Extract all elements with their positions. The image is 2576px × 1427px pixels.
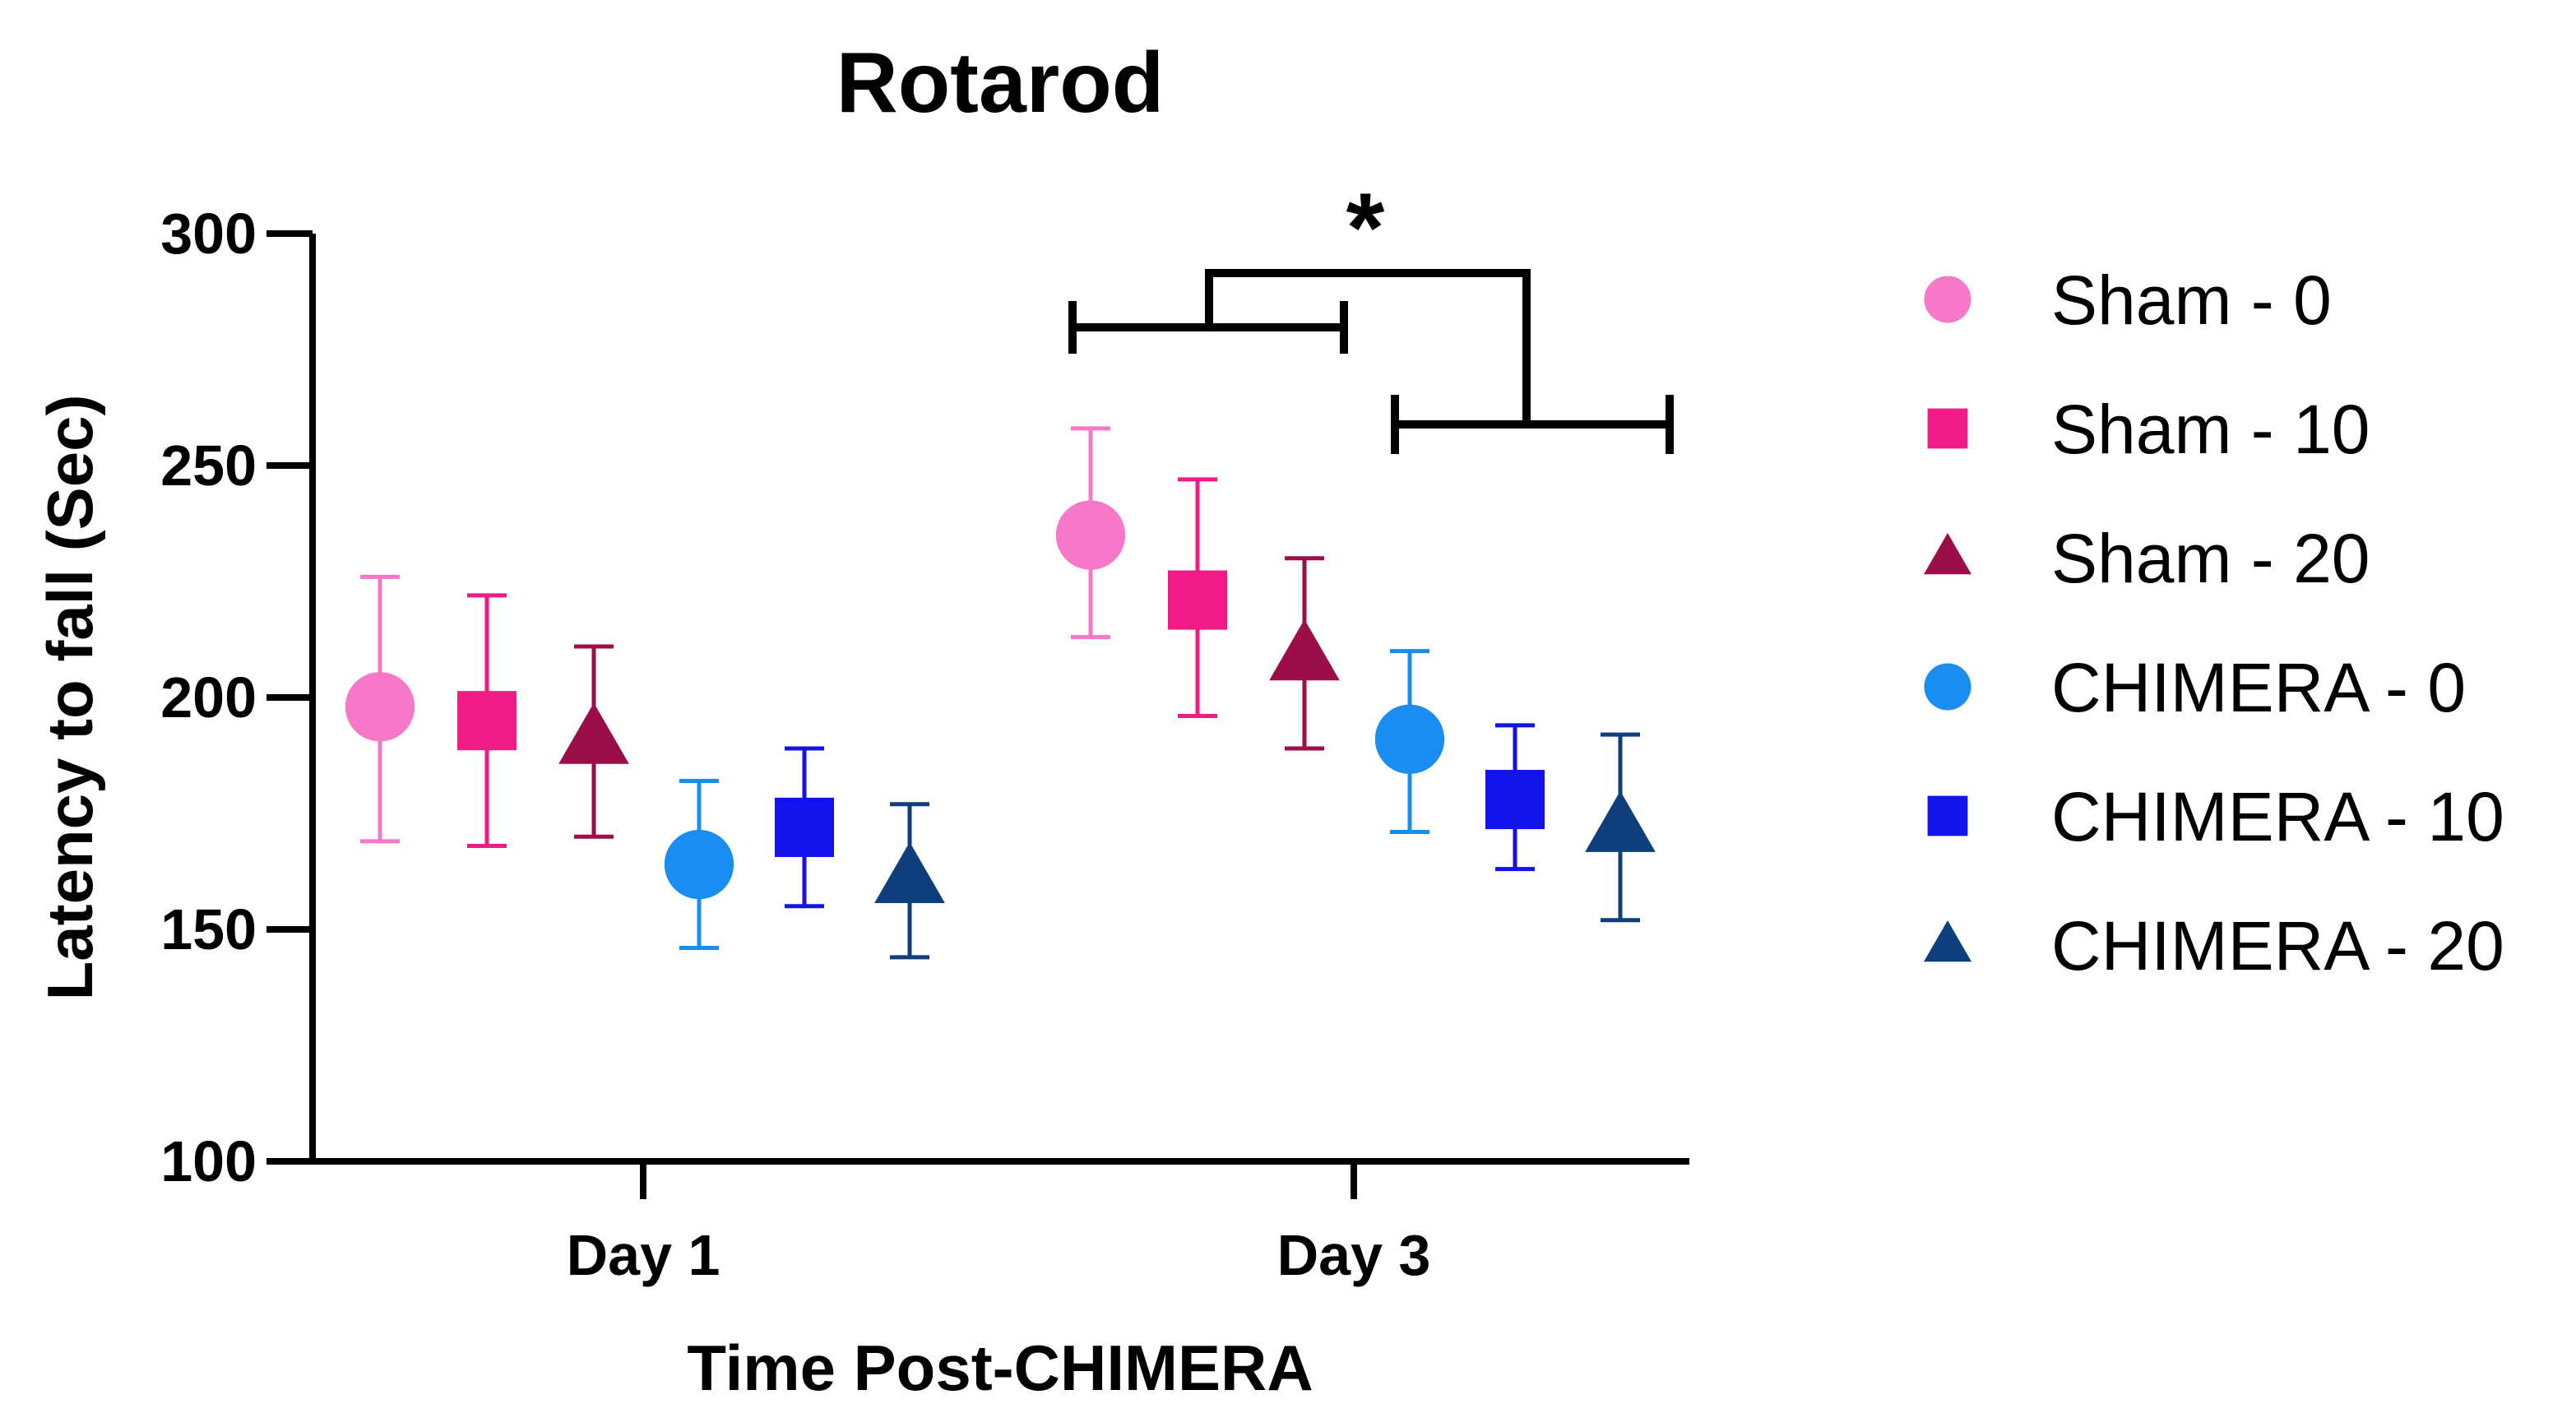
legend-label: Sham - 20 — [2051, 520, 2370, 597]
legend-marker — [1927, 408, 1968, 449]
data-point — [456, 691, 517, 751]
legend-label: CHIMERA - 10 — [2051, 778, 2504, 855]
series-2 — [558, 556, 1340, 839]
x-ticks: Day 1 Day 3 — [567, 1161, 1431, 1287]
data-point — [874, 841, 945, 903]
series-5 — [874, 732, 1656, 960]
legend-marker — [1924, 663, 1971, 711]
significance-star: * — [1346, 173, 1385, 283]
y-tick-label: 300 — [160, 202, 257, 266]
legend-marker — [1924, 533, 1971, 575]
y-tick-label: 100 — [160, 1129, 257, 1193]
y-axis-title: Latency to fall (Sec) — [34, 395, 106, 1001]
data-point — [1269, 619, 1340, 681]
legend-marker — [1927, 795, 1968, 836]
y-ticks: 100 150 200 250 300 — [160, 202, 313, 1193]
series-1 — [456, 477, 1228, 848]
data-point — [1055, 500, 1126, 570]
data-point — [664, 829, 734, 900]
legend-marker — [1924, 920, 1971, 962]
legend-marker — [1924, 276, 1971, 323]
legend-label: CHIMERA - 20 — [2051, 907, 2504, 985]
data-point — [1167, 570, 1228, 630]
legend-label: Sham - 10 — [2051, 391, 2370, 468]
y-tick-label: 200 — [160, 665, 257, 730]
x-tick-label: Day 1 — [567, 1223, 720, 1287]
y-tick-label: 150 — [160, 897, 257, 961]
data-point — [345, 672, 415, 742]
bracket-chimera — [1391, 395, 1674, 454]
legend-label: CHIMERA - 0 — [2051, 649, 2466, 726]
x-axis-title: Time Post-CHIMERA — [687, 1332, 1313, 1404]
data-point — [1374, 704, 1445, 774]
x-tick-label: Day 3 — [1277, 1223, 1431, 1287]
series-layer — [345, 426, 1656, 960]
y-tick-label: 250 — [160, 433, 257, 498]
chart-title: Rotarod — [836, 35, 1165, 131]
series-0 — [345, 426, 1126, 844]
legend: Sham - 0 Sham - 10 Sham - 20 CHIMERA - 0 CHI… — [1924, 262, 2504, 985]
data-point — [1485, 770, 1545, 830]
data-point — [558, 702, 629, 764]
data-point — [1585, 790, 1656, 852]
data-point — [774, 797, 835, 857]
bracket-connector — [1205, 269, 1531, 424]
series-4 — [774, 723, 1545, 909]
series-3 — [664, 649, 1445, 951]
significance-bracket: * — [1068, 173, 1674, 454]
legend-label: Sham - 0 — [2051, 262, 2332, 339]
